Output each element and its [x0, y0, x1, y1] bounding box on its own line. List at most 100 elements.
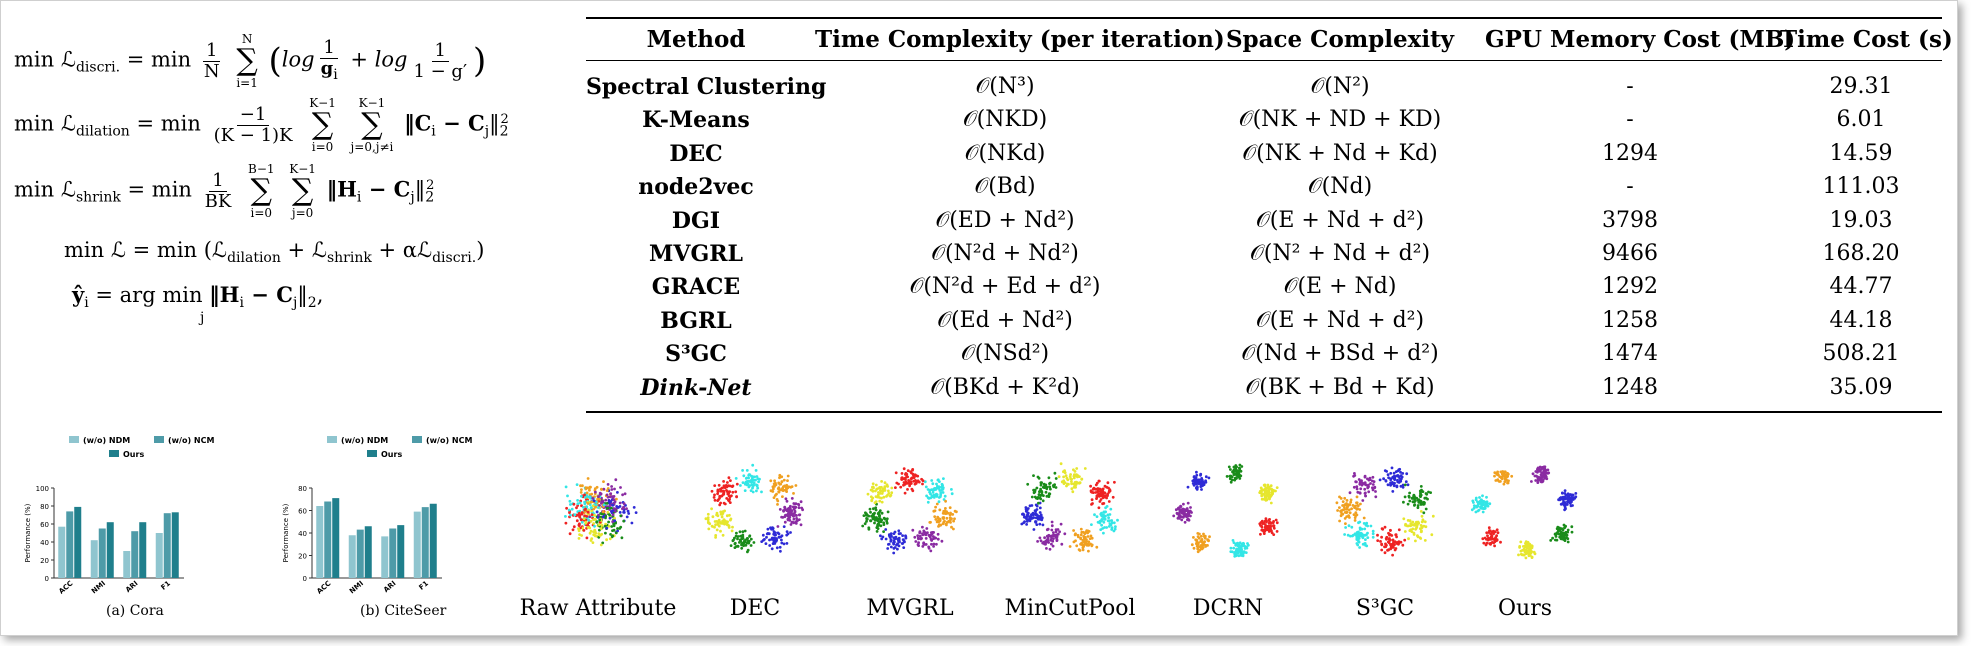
caption-citeseer: (b) CiteSeer	[360, 603, 447, 619]
scatter-point	[1100, 523, 1103, 527]
x-tick-label: ACC	[57, 579, 74, 595]
scatter-point	[741, 481, 745, 484]
scatter-point	[1274, 518, 1278, 522]
scatter-point	[883, 481, 887, 485]
scatter-point	[610, 506, 613, 510]
scatter-point	[1543, 476, 1547, 480]
scatter-point	[1563, 508, 1566, 512]
scatter-point	[783, 505, 787, 509]
scatter-point	[1502, 470, 1506, 474]
scatter-point	[1565, 533, 1569, 537]
scatter-point	[1386, 548, 1389, 552]
scatter-point	[1036, 540, 1039, 543]
scatter-point	[564, 521, 568, 525]
scatter-point	[948, 506, 952, 510]
scatter-point	[1517, 553, 1520, 557]
scatter-point	[1422, 511, 1426, 515]
scatter-point	[740, 546, 744, 550]
scatter-point	[1262, 493, 1265, 496]
scatter-point	[591, 497, 595, 500]
scatter-point	[1207, 476, 1211, 480]
scatter-point	[713, 493, 716, 497]
scatter-point	[932, 509, 936, 513]
scatter-point	[1056, 528, 1060, 531]
scatter-point	[780, 475, 784, 479]
scatter-point	[1402, 500, 1405, 504]
scatter-point	[875, 516, 878, 519]
scatter-point	[945, 523, 948, 527]
scatter-point	[1036, 497, 1039, 500]
table-cell-time: 𝒪(ED + Nd²)	[935, 207, 1075, 233]
scatter-point	[1423, 539, 1427, 542]
scatter-point	[1380, 542, 1383, 546]
scatter-point	[1570, 499, 1573, 503]
scatter-point	[1489, 532, 1493, 536]
scatter-point	[748, 473, 752, 476]
bar	[413, 511, 421, 578]
scatter-point	[1384, 542, 1387, 546]
scatter-point	[1389, 483, 1392, 486]
scatter-point	[1033, 490, 1037, 494]
scatter-point	[953, 517, 956, 521]
scatter-point	[1094, 483, 1098, 487]
scatter-point	[613, 517, 616, 520]
scatter-point	[936, 478, 940, 482]
scatter-point	[870, 514, 873, 518]
scatter-point	[1095, 515, 1099, 518]
scatter-point	[950, 525, 953, 529]
scatter-point	[1354, 511, 1358, 514]
scatter-point	[1335, 501, 1339, 505]
scatter-point	[949, 511, 952, 515]
scatter-point	[1343, 508, 1346, 511]
scatter-point	[888, 534, 891, 538]
scatter-point	[1072, 529, 1075, 532]
scatter-point	[582, 511, 586, 514]
scatter-point	[1359, 487, 1363, 491]
scatter-point	[1409, 523, 1413, 527]
scatter-point	[943, 512, 946, 515]
bar	[58, 526, 66, 578]
scatter-point	[1572, 496, 1575, 499]
scatter-point	[750, 474, 753, 478]
scatter-point	[923, 531, 927, 535]
tsne-plot	[704, 463, 804, 554]
scatter-point	[933, 536, 937, 540]
scatter-point	[876, 519, 880, 523]
scatter-point	[902, 539, 906, 543]
x-tick-label: F1	[159, 579, 172, 591]
scatter-point	[1397, 468, 1401, 472]
scatter-point	[585, 536, 589, 540]
scatter-point	[1364, 491, 1367, 495]
bar-chart-cora-svg: (w/o) NDM (w/o) NCM Ours 0 20 40 60 80 100 Perfor…	[24, 436, 214, 596]
scatter-point	[707, 527, 711, 531]
scatter-point	[930, 494, 934, 498]
scatter-point	[1081, 548, 1085, 552]
scatter-point	[749, 544, 753, 547]
scatter-point	[585, 494, 589, 497]
scatter-point	[786, 518, 790, 522]
scatter-point	[743, 529, 747, 533]
scatter-point	[1518, 546, 1521, 549]
scatter-point	[717, 483, 721, 487]
scatter-point	[879, 524, 883, 528]
scatter-point	[1353, 474, 1357, 477]
scatter-point	[569, 503, 572, 506]
scatter-point	[595, 520, 599, 524]
scatter-point	[900, 542, 904, 545]
scatter-point	[712, 496, 716, 499]
scatter-point	[1038, 496, 1042, 500]
scatter-point	[589, 529, 593, 533]
scatter-point	[732, 538, 735, 542]
scatter-point	[939, 495, 942, 498]
scatter-point	[599, 512, 602, 515]
scatter-point	[743, 482, 747, 486]
scatter-point	[911, 468, 914, 472]
scatter-point	[1561, 491, 1564, 495]
y-tick-label: 20	[40, 557, 49, 565]
scatter-point	[933, 487, 937, 490]
scatter-point	[1389, 478, 1393, 482]
scatter-point	[935, 542, 938, 546]
scatter-point	[1420, 525, 1424, 529]
scatter-point	[873, 521, 876, 525]
scatter-point	[614, 478, 618, 482]
